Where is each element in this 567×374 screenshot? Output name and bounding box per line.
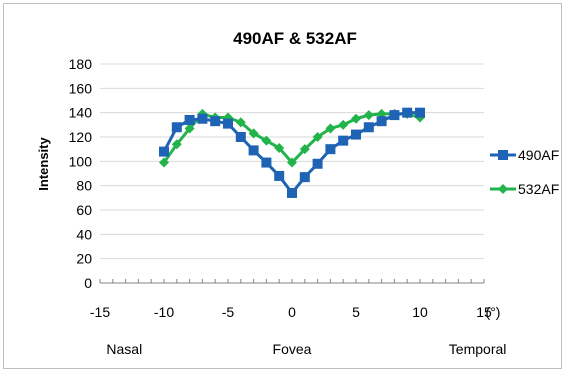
data-point xyxy=(261,135,272,146)
data-point xyxy=(274,142,285,153)
data-point xyxy=(415,107,425,118)
data-point xyxy=(171,139,182,150)
x-tick-label: -15 xyxy=(90,304,110,320)
series-490AF xyxy=(159,107,425,198)
data-point xyxy=(197,113,208,124)
legend-label: 490AF xyxy=(518,147,559,163)
data-point xyxy=(287,187,297,198)
data-point xyxy=(312,132,323,142)
y-tick-label: 20 xyxy=(76,251,92,267)
data-point xyxy=(351,129,361,140)
data-point xyxy=(248,145,259,156)
x-tick-label: 10 xyxy=(412,304,428,320)
chart-title: 490AF & 532AF xyxy=(233,29,357,48)
data-point xyxy=(363,110,374,121)
data-point xyxy=(159,146,169,157)
data-point xyxy=(299,172,310,183)
y-axis-title: Intensity xyxy=(36,137,51,191)
data-point xyxy=(299,144,310,155)
data-point xyxy=(274,170,285,181)
legend-marker xyxy=(498,150,508,160)
region-label: Temporal xyxy=(449,341,507,357)
x-tick-label: -10 xyxy=(154,304,174,320)
legend: 490AF 532AF xyxy=(490,147,559,197)
legend-item: 490AF xyxy=(490,147,559,163)
y-tick-label: 100 xyxy=(69,153,93,169)
x-tick-label: 5 xyxy=(352,304,360,320)
data-point xyxy=(363,122,374,133)
legend-marker xyxy=(498,184,508,194)
y-tick-label: 40 xyxy=(76,226,92,242)
y-tick-label: 160 xyxy=(69,80,93,96)
data-point xyxy=(376,116,387,127)
data-point xyxy=(402,107,413,118)
y-tick-label: 180 xyxy=(69,56,93,72)
data-point xyxy=(338,135,349,146)
data-point xyxy=(248,128,259,139)
legend-label: 532AF xyxy=(518,181,559,197)
data-point xyxy=(235,132,246,142)
data-point xyxy=(389,110,400,121)
data-point xyxy=(184,114,195,125)
data-point xyxy=(338,119,349,130)
data-point xyxy=(159,157,169,168)
region-labels: Nasal Fovea Temporal xyxy=(106,341,506,357)
data-point xyxy=(312,158,323,169)
data-point xyxy=(223,118,233,129)
data-point xyxy=(261,157,272,168)
line-chart: 490AF & 532AF 020406080100120140160180-1… xyxy=(36,29,559,357)
y-tick-label: 80 xyxy=(76,178,92,194)
region-label: Nasal xyxy=(106,341,142,357)
x-tick-label: -5 xyxy=(222,304,235,320)
x-tick-label: 15 xyxy=(476,304,492,320)
region-label: Fovea xyxy=(273,341,312,357)
axes: 0 20 40 60 80 100 120 140 160 180 -15 -10 -5 0 5 10 15 xyxy=(69,56,492,320)
y-tick-label: 140 xyxy=(69,105,93,121)
y-tick-label: 0 xyxy=(84,275,92,291)
data-point xyxy=(325,123,336,134)
data-point xyxy=(287,157,297,168)
x-axis-unit-label: (°) xyxy=(486,304,501,320)
data-point xyxy=(210,116,221,127)
chart-area: 490AF & 532AF 0 20 40 60 80 100 120 140 160 180 -1… xyxy=(3,3,562,369)
y-tick-label: 60 xyxy=(76,202,92,218)
x-tick-label: 0 xyxy=(288,304,296,320)
y-tick-label: 120 xyxy=(69,129,93,145)
data-point xyxy=(351,113,361,124)
data-point xyxy=(171,122,182,133)
data-point xyxy=(235,117,246,128)
data-point xyxy=(325,144,336,155)
series-layer xyxy=(159,107,425,198)
data-point xyxy=(184,123,195,134)
legend-item: 532AF xyxy=(490,181,559,197)
